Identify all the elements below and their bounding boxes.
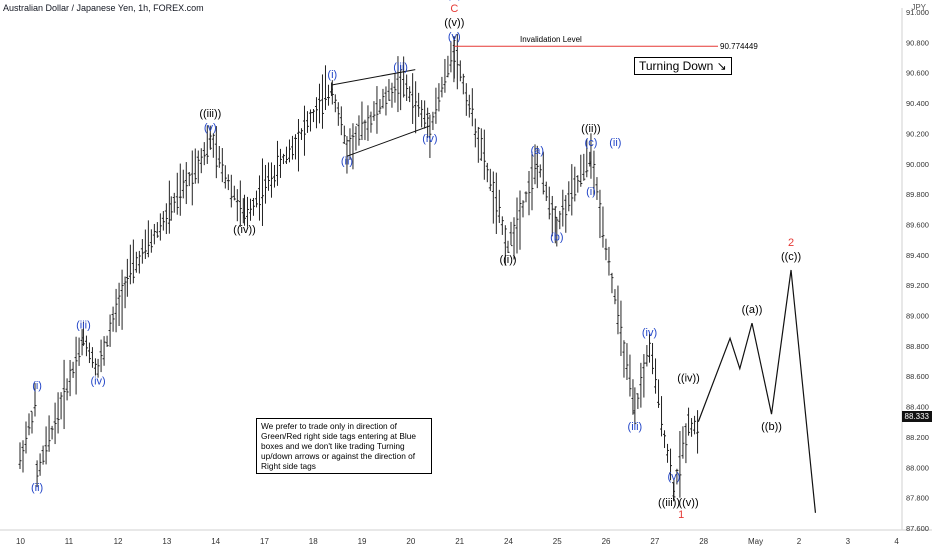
x-tick-label: 25 xyxy=(553,537,562,546)
currency-label: JPY xyxy=(911,3,926,12)
turning-down-badge: Turning Down ↘ xyxy=(634,57,732,75)
wave-label: C xyxy=(450,3,458,15)
y-tick-label: 90.200 xyxy=(906,129,929,138)
y-tick-label: 87.800 xyxy=(906,494,929,503)
y-tick-label: 90.400 xyxy=(906,99,929,108)
wave-label: (i) xyxy=(586,186,596,198)
x-tick-label: 26 xyxy=(602,537,611,546)
y-tick-label: 91.000 xyxy=(906,8,929,17)
arrow-down-right-icon: ↘ xyxy=(716,59,727,73)
y-tick-label: 88.600 xyxy=(906,372,929,381)
y-tick-label: 90.800 xyxy=(906,38,929,47)
wave-label: (ii) xyxy=(31,482,43,494)
y-tick-label: 88.800 xyxy=(906,342,929,351)
wave-label: (b) xyxy=(550,231,563,243)
wave-label: (iv) xyxy=(642,327,657,339)
x-tick-label: 20 xyxy=(406,537,415,546)
wave-label: (c) xyxy=(585,137,598,149)
x-tick-label: 19 xyxy=(358,537,367,546)
wave-label: ((c)) xyxy=(781,251,801,263)
y-tick-label: 90.600 xyxy=(906,69,929,78)
wave-label: ((v)) xyxy=(678,497,698,509)
projected-path xyxy=(697,269,817,513)
x-tick-label: 18 xyxy=(309,537,318,546)
wave-label: ((i)) xyxy=(499,254,516,266)
wave-label: 1 xyxy=(678,509,684,521)
y-tick-label: 89.600 xyxy=(906,220,929,229)
x-tick-label: 27 xyxy=(650,537,659,546)
wave-label: (B) xyxy=(447,0,462,1)
x-tick-label: 14 xyxy=(211,537,220,546)
wave-label: (i) xyxy=(327,69,337,81)
x-tick-label: 4 xyxy=(894,537,899,546)
wave-label: ((iv)) xyxy=(677,372,700,384)
x-tick-label: 24 xyxy=(504,537,513,546)
y-tick-label: 88.000 xyxy=(906,463,929,472)
wave-label: (ii) xyxy=(609,137,621,149)
trading-note: We prefer to trade only in direction of … xyxy=(256,418,432,474)
wave-label: ((iii)) xyxy=(658,497,680,509)
y-tick-label: 90.000 xyxy=(906,160,929,169)
wave-label: (v) xyxy=(448,31,461,43)
wave-label: (iii) xyxy=(393,61,408,73)
wave-label: ((iii)) xyxy=(199,108,221,120)
wave-label: (iii) xyxy=(628,421,643,433)
x-tick-label: 13 xyxy=(162,537,171,546)
wave-label: ((iv)) xyxy=(233,224,256,236)
turning-down-label: Turning Down xyxy=(639,59,714,73)
y-tick-label: 89.200 xyxy=(906,281,929,290)
wave-label: (iv) xyxy=(90,376,105,388)
diagonal-lower-line xyxy=(346,125,431,157)
y-tick-label: 89.800 xyxy=(906,190,929,199)
x-tick-label: 28 xyxy=(699,537,708,546)
wave-label: ((v)) xyxy=(444,17,464,29)
x-tick-label: 12 xyxy=(114,537,123,546)
y-tick-label: 87.600 xyxy=(906,524,929,533)
wave-label: (iii) xyxy=(76,319,91,331)
y-tick-label: 89.000 xyxy=(906,312,929,321)
y-tick-label: 89.400 xyxy=(906,251,929,260)
current-price-tag: 88.333 xyxy=(901,410,932,422)
x-tick-label: 10 xyxy=(16,537,25,546)
x-tick-label: 21 xyxy=(455,537,464,546)
wave-label: (a) xyxy=(531,145,544,157)
wave-label: (v) xyxy=(204,122,217,134)
y-tick-label: 88.200 xyxy=(906,433,929,442)
wave-label: ((ii)) xyxy=(581,123,601,135)
x-tick-label: May xyxy=(748,537,763,546)
x-tick-label: 17 xyxy=(260,537,269,546)
wave-label: ((b)) xyxy=(761,421,782,433)
x-tick-label: 3 xyxy=(846,537,851,546)
invalidation-label: Invalidation Level xyxy=(520,35,582,44)
chart-title: Australian Dollar / Japanese Yen, 1h, FO… xyxy=(3,3,204,13)
x-tick-label: 11 xyxy=(65,537,74,546)
wave-label: ((a)) xyxy=(742,304,763,316)
wave-label: 2 xyxy=(788,237,794,249)
y-tick-label: 88.400 xyxy=(906,403,929,412)
invalidation-value: 90.774449 xyxy=(720,42,758,51)
wave-label: (ii) xyxy=(341,156,353,168)
wave-label: (i) xyxy=(32,380,42,392)
x-tick-label: 2 xyxy=(797,537,802,546)
diagonal-upper-line xyxy=(332,69,416,86)
wave-label: (v) xyxy=(668,471,681,483)
wave-label: (iv) xyxy=(422,133,437,145)
